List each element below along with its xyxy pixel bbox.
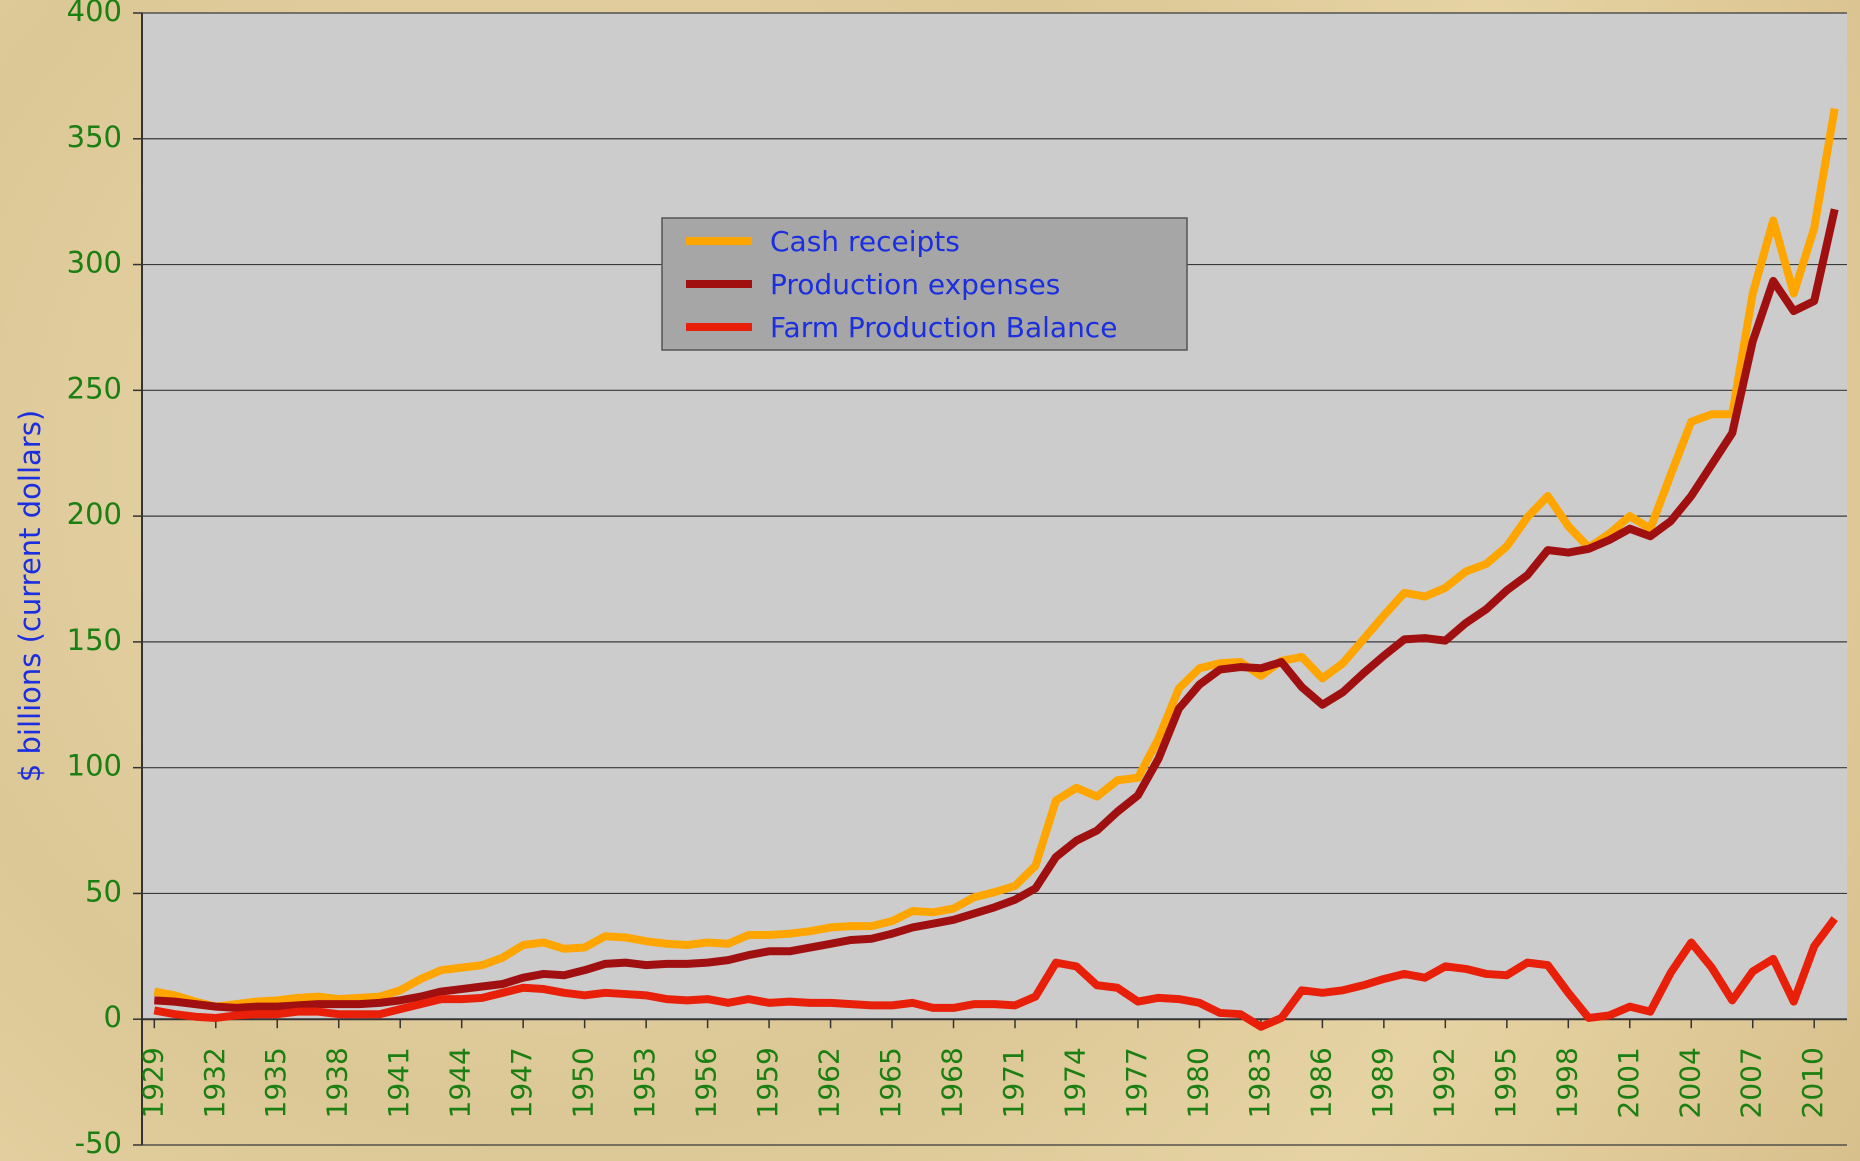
x-tick-label: 1959 xyxy=(751,1047,784,1118)
legend: Cash receipts Production expenses Farm Pro… xyxy=(661,217,1188,351)
x-tick-label: 1968 xyxy=(936,1047,969,1118)
x-tick-label: 1956 xyxy=(690,1047,723,1118)
x-tick-label: 2007 xyxy=(1735,1047,1768,1118)
legend-label: Production expenses xyxy=(770,268,1060,301)
x-tick-label: 1950 xyxy=(567,1047,600,1118)
x-tick-label: 1995 xyxy=(1489,1047,1522,1118)
y-tick-label: 250 xyxy=(67,371,122,405)
x-tick-label: 2004 xyxy=(1673,1047,1706,1118)
y-axis-label: $ billions (current dollars) xyxy=(13,410,47,782)
x-tick-label: 1992 xyxy=(1427,1047,1460,1118)
y-tick-label: 150 xyxy=(67,623,122,657)
x-tick-label: 1983 xyxy=(1243,1047,1276,1118)
x-tick-label: 2010 xyxy=(1796,1047,1829,1118)
series-line xyxy=(153,107,1839,1011)
x-tick-label: 1980 xyxy=(1181,1047,1214,1118)
x-tick-label: 1998 xyxy=(1550,1047,1583,1118)
y-tick-label: 400 xyxy=(67,0,122,28)
x-tick-label: 1932 xyxy=(198,1047,231,1118)
series-line xyxy=(153,916,1838,1031)
x-tick-label: 1953 xyxy=(628,1047,661,1118)
y-tick-label: 200 xyxy=(67,497,122,531)
y-tick-label: 50 xyxy=(85,874,122,908)
x-tick-label: 1944 xyxy=(444,1047,477,1118)
x-tick-label: 1935 xyxy=(259,1047,292,1118)
y-tick-label: 350 xyxy=(67,120,122,154)
x-tick-label: 1947 xyxy=(505,1047,538,1118)
x-tick-label: 1971 xyxy=(997,1047,1030,1118)
legend-label: Farm Production Balance xyxy=(770,311,1117,344)
y-tick-label: 0 xyxy=(104,1000,122,1034)
x-tick-label: 1929 xyxy=(136,1047,169,1118)
y-tick-label: 100 xyxy=(67,749,122,783)
x-tick-label: 1989 xyxy=(1366,1047,1399,1118)
x-tick-label: 1938 xyxy=(321,1047,354,1118)
x-tick-label: 1986 xyxy=(1304,1047,1337,1118)
x-tick-label: 2001 xyxy=(1612,1047,1645,1118)
series-line xyxy=(154,208,1839,1012)
y-tick-label: 300 xyxy=(67,246,122,280)
x-tick-label: 1962 xyxy=(813,1047,846,1118)
x-tick-label: 1974 xyxy=(1058,1047,1091,1118)
x-tick-label: 1965 xyxy=(874,1047,907,1118)
legend-label: Cash receipts xyxy=(770,225,960,258)
x-tick-label: 1977 xyxy=(1120,1047,1153,1118)
y-tick-label: -50 xyxy=(75,1126,122,1160)
x-tick-label: 1941 xyxy=(382,1047,415,1118)
